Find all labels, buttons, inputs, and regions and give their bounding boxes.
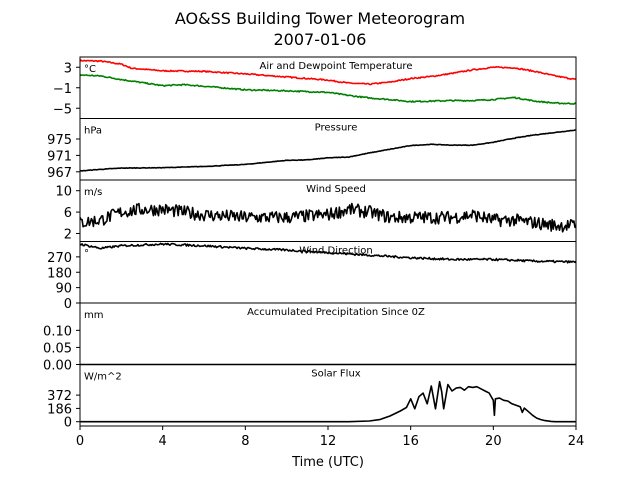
- panel: Wind Speed m/s 10 6 2: [55, 179, 577, 242]
- x-tick-label: 16: [402, 434, 419, 449]
- y-tick-label: 2: [64, 227, 72, 242]
- y-tick-label: 0.10: [43, 324, 72, 339]
- panel: Accumulated Precipitation Since 0Z mm 0.10…: [43, 302, 577, 374]
- y-tick-label: 6: [64, 206, 72, 221]
- panel-unit: mm: [84, 310, 103, 321]
- panel-title: Wind Speed: [306, 184, 366, 195]
- y-tick-label: −5: [53, 102, 72, 117]
- y-tick-label: 0: [64, 297, 72, 312]
- panel-unit: °C: [84, 64, 96, 75]
- panels: Air and Dewpoint Temperature°C3−1−5Press…: [43, 56, 577, 431]
- y-tick-label: −1: [53, 82, 72, 97]
- y-tick-label: 0: [64, 416, 72, 431]
- x-axis: 0 4 8 12 16 20 24: [76, 426, 584, 449]
- x-tick-label: 4: [159, 434, 167, 449]
- panel: Air and Dewpoint Temperature °C 3 −1 −5: [53, 56, 577, 119]
- y-tick-label: 975: [47, 133, 72, 148]
- chart-subtitle: 2007-01-06: [274, 30, 367, 49]
- panel-unit: m/s: [84, 187, 102, 198]
- panel-title: Solar Flux: [311, 369, 361, 380]
- x-tick-label: 8: [241, 434, 249, 449]
- series-line: [79, 129, 576, 172]
- y-tick-label: 971: [47, 149, 72, 164]
- y-tick-label: 270: [47, 251, 72, 266]
- y-tick-label: 186: [47, 402, 72, 417]
- series-line: [79, 242, 577, 264]
- panel-title: Accumulated Precipitation Since 0Z: [247, 307, 425, 318]
- x-tick-label: 20: [485, 434, 502, 449]
- series-line: [79, 202, 576, 233]
- y-tick-label: 10: [55, 185, 72, 200]
- x-tick-label: 24: [568, 434, 585, 449]
- series-line: [80, 380, 576, 423]
- panel-unit: W/m^2: [84, 372, 122, 383]
- panel-title: Wind Direction: [299, 246, 373, 257]
- y-tick-label: 372: [47, 389, 72, 404]
- y-tick-label: 3: [64, 61, 72, 76]
- panel-unit: °: [84, 249, 89, 260]
- y-tick-label: 90: [55, 282, 72, 297]
- x-axis-label: Time (UTC): [291, 455, 364, 470]
- y-tick-label: 967: [47, 166, 72, 181]
- y-tick-label: 180: [47, 266, 72, 281]
- panel-title: Air and Dewpoint Temperature: [260, 61, 413, 72]
- panel-title: Pressure: [315, 123, 358, 134]
- panel-unit: hPa: [84, 126, 102, 137]
- y-tick-label: 0.05: [43, 341, 72, 356]
- x-tick-label: 12: [320, 434, 337, 449]
- x-tick-label: 0: [76, 434, 84, 449]
- y-tick-label: 0.00: [43, 359, 72, 374]
- chart-title: AO&SS Building Tower Meteorogram: [175, 9, 465, 28]
- series-line: [79, 73, 577, 105]
- series-line: [79, 59, 577, 86]
